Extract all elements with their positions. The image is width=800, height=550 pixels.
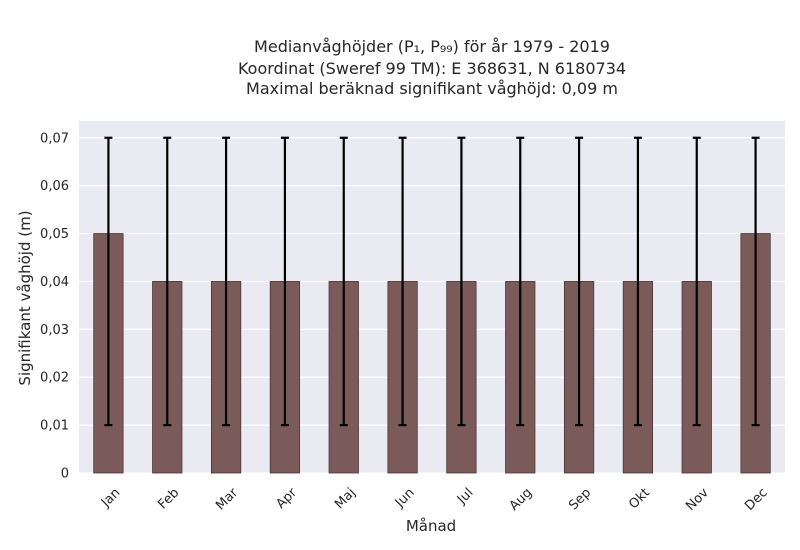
x-tick-label: Dec — [742, 485, 770, 513]
x-axis-label: Månad — [406, 517, 456, 535]
x-tick-label: Aug — [507, 485, 536, 514]
x-tick-label: Apr — [273, 485, 300, 512]
y-tick-label: 0,02 — [40, 371, 69, 386]
error-bar-jun — [398, 136, 407, 427]
y-tick-label: 0,06 — [40, 179, 69, 194]
y-tick-label: 0,03 — [40, 323, 69, 338]
error-bar-aug — [516, 136, 525, 427]
grid — [79, 137, 785, 474]
x-tick-label: Jul — [454, 485, 476, 507]
x-tick-label: Mar — [213, 485, 241, 513]
y-ticks: 0 0,01 0,02 0,03 0,04 0,05 0,06 0,07 — [40, 131, 69, 481]
error-bar-mar — [222, 136, 231, 427]
chart-title: Medianvåghöjder (P₁, P₉₉) för år 1979 - … — [238, 37, 626, 98]
x-ticks: Jan Feb Mar Apr Maj Jun Jul Aug Sep Okt Nov Dec — [98, 485, 771, 514]
y-tick-label: 0,01 — [40, 419, 69, 434]
title-line-1: Medianvåghöjder (P₁, P₉₉) för år 1979 - … — [254, 37, 610, 56]
plot-area — [79, 121, 785, 473]
error-bars — [104, 136, 760, 427]
error-bar-okt — [633, 136, 642, 427]
x-tick-label: Maj — [332, 485, 359, 512]
x-tick-label: Okt — [626, 485, 653, 512]
error-bar-jan — [104, 136, 113, 427]
x-tick-label: Jan — [98, 485, 123, 510]
y-axis-label: Signifikant våghöjd (m) — [16, 210, 34, 385]
title-line-3: Maximal beräknad signifikant våghöjd: 0,… — [246, 79, 618, 98]
y-tick-label: 0,05 — [40, 227, 69, 242]
error-bar-jul — [457, 136, 466, 427]
x-tick-label: Jun — [392, 485, 418, 511]
error-bar-sep — [575, 136, 584, 427]
y-tick-label: 0,07 — [40, 131, 69, 146]
y-tick-label: 0,04 — [40, 275, 69, 290]
y-tick-label: 0 — [61, 467, 69, 482]
error-bar-apr — [280, 136, 289, 427]
error-bar-feb — [163, 136, 172, 427]
x-tick-label: Nov — [683, 485, 712, 514]
x-tick-label: Feb — [155, 485, 182, 512]
title-line-2: Koordinat (Sweref 99 TM): E 368631, N 61… — [238, 59, 626, 78]
error-bar-dec — [751, 136, 760, 427]
error-bar-maj — [339, 136, 348, 427]
error-bar-nov — [692, 136, 701, 427]
x-tick-label: Sep — [566, 485, 594, 513]
